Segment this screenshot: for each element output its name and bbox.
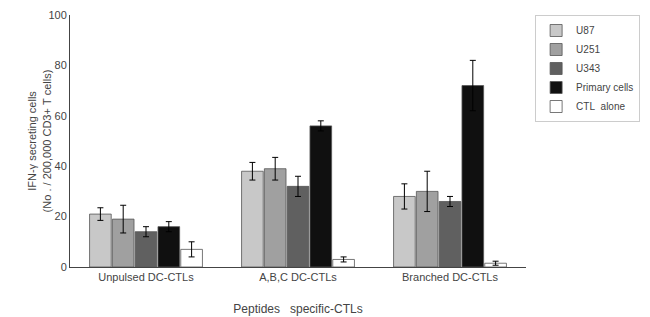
svg-text:Peptides specific-CTLs: Peptides specific-CTLs (233, 302, 362, 316)
svg-text:CTL alone: CTL alone (576, 101, 625, 112)
svg-text:40: 40 (55, 160, 67, 172)
svg-text:80: 80 (55, 59, 67, 71)
svg-text:IFN-γ secreting cells(No . / 2: IFN-γ secreting cells(No . / 200,000 CD3… (26, 70, 52, 213)
svg-text:60: 60 (55, 110, 67, 122)
svg-text:0: 0 (61, 261, 67, 273)
svg-text:Branched DC-CTLs: Branched DC-CTLs (402, 271, 498, 283)
svg-text:Unpulsed DC-CTLs: Unpulsed DC-CTLs (98, 271, 194, 283)
svg-text:U343: U343 (576, 63, 600, 74)
svg-text:100: 100 (48, 9, 66, 21)
svg-text:A,B,C DC-CTLs: A,B,C DC-CTLs (259, 271, 337, 283)
svg-text:U251: U251 (576, 44, 600, 55)
svg-text:U87: U87 (576, 25, 595, 36)
svg-text:20: 20 (55, 210, 67, 222)
svg-text:Primary cells: Primary cells (576, 82, 633, 93)
